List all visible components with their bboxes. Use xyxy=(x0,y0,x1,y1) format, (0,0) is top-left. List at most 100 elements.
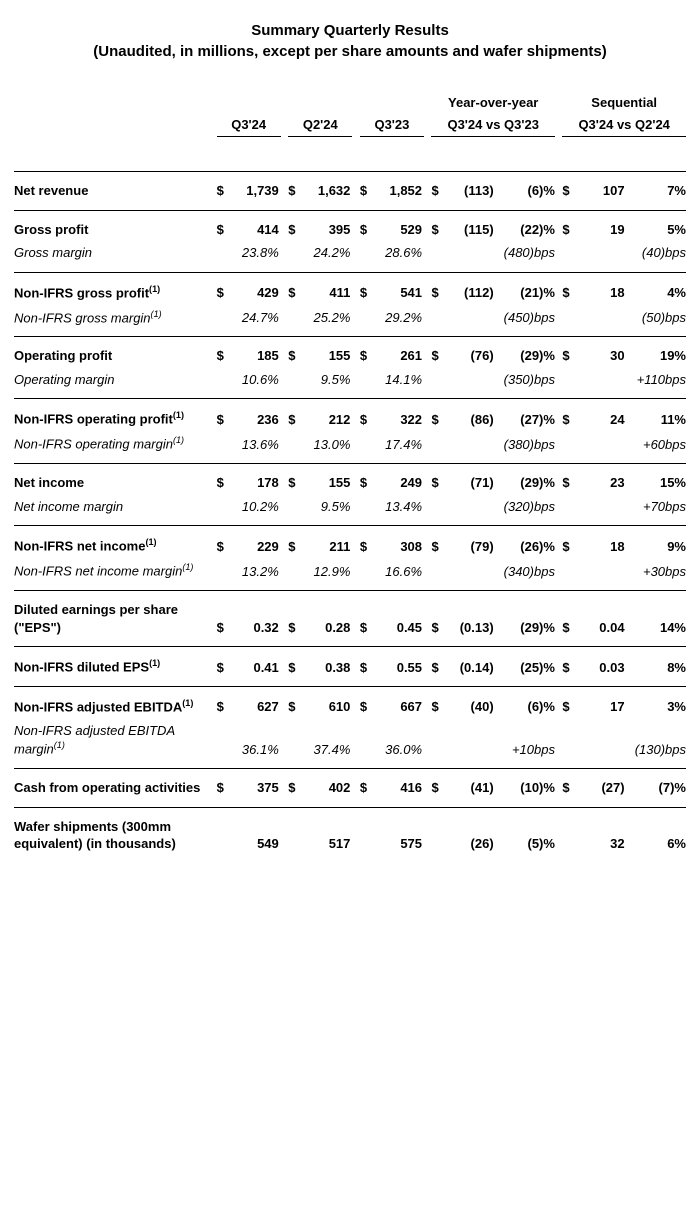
pct-cell: (5)% xyxy=(496,807,555,863)
currency-symbol xyxy=(562,719,574,769)
value-cell: 261 xyxy=(372,337,424,368)
currency-symbol: $ xyxy=(431,526,443,558)
row-label: Net income xyxy=(14,464,217,495)
value-cell: 14.1% xyxy=(372,368,424,399)
hdr-yoy-top: Year-over-year xyxy=(431,92,555,114)
value-cell: 24 xyxy=(575,399,627,431)
row-label: Non-IFRS net income margin(1) xyxy=(14,558,217,590)
table-row: Non-IFRS net income(1)$229$211$308$(79)(… xyxy=(14,526,686,558)
row-label: Operating margin xyxy=(14,368,217,399)
value-cell: 416 xyxy=(372,769,424,808)
value-cell: 541 xyxy=(372,272,424,304)
currency-symbol xyxy=(217,807,229,863)
currency-symbol: $ xyxy=(288,464,300,495)
value-cell: 13.4% xyxy=(372,495,424,526)
pct-cell: 19% xyxy=(627,337,686,368)
currency-symbol: $ xyxy=(288,399,300,431)
value-cell: (79) xyxy=(444,526,496,558)
value-cell: 0.32 xyxy=(229,591,281,647)
value-cell: 13.6% xyxy=(229,431,281,463)
table-row-sub: Non-IFRS net income margin(1)13.2%12.9%1… xyxy=(14,558,686,590)
currency-symbol xyxy=(562,305,574,337)
pct-cell: 9% xyxy=(627,526,686,558)
value-cell: 36.0% xyxy=(372,719,424,769)
value-cell: 429 xyxy=(229,272,281,304)
pct-cell: (450)bps xyxy=(496,305,555,337)
currency-symbol: $ xyxy=(562,769,574,808)
currency-symbol xyxy=(431,558,443,590)
currency-symbol xyxy=(562,807,574,863)
pct-cell: (320)bps xyxy=(496,495,555,526)
currency-symbol xyxy=(217,719,229,769)
pct-cell: (25)% xyxy=(496,647,555,687)
row-label: Net revenue xyxy=(14,172,217,211)
value-cell: 667 xyxy=(372,687,424,719)
currency-symbol: $ xyxy=(431,591,443,647)
pct-cell: 15% xyxy=(627,464,686,495)
table-row-sub: Gross margin23.8%24.2%28.6%(480)bps(40)b… xyxy=(14,241,686,272)
pct-cell: (22)% xyxy=(496,210,555,241)
value-cell: 1,852 xyxy=(372,172,424,211)
row-label: Non-IFRS diluted EPS(1) xyxy=(14,647,217,687)
pct-cell: (480)bps xyxy=(496,241,555,272)
value-cell: 395 xyxy=(301,210,353,241)
pct-cell: 3% xyxy=(627,687,686,719)
table-row: Diluted earnings per share ("EPS")$0.32$… xyxy=(14,591,686,647)
row-label: Net income margin xyxy=(14,495,217,526)
currency-symbol xyxy=(217,241,229,272)
currency-symbol xyxy=(431,719,443,769)
pct-cell: +70bps xyxy=(627,495,686,526)
value-cell: 1,739 xyxy=(229,172,281,211)
pct-cell: (340)bps xyxy=(496,558,555,590)
value-cell: 249 xyxy=(372,464,424,495)
currency-symbol: $ xyxy=(562,272,574,304)
row-label: Cash from operating activities xyxy=(14,769,217,808)
pct-cell: (10)% xyxy=(496,769,555,808)
pct-cell: (380)bps xyxy=(496,431,555,463)
value-cell: 107 xyxy=(575,172,627,211)
value-cell: 12.9% xyxy=(301,558,353,590)
value-cell: 549 xyxy=(229,807,281,863)
pct-cell: 7% xyxy=(627,172,686,211)
value-cell: 16.6% xyxy=(372,558,424,590)
value-cell: 178 xyxy=(229,464,281,495)
table-row: Non-IFRS gross profit(1)$429$411$541$(11… xyxy=(14,272,686,304)
value-cell: 0.03 xyxy=(575,647,627,687)
currency-symbol xyxy=(217,368,229,399)
currency-symbol xyxy=(360,241,372,272)
pct-cell: 5% xyxy=(627,210,686,241)
table-row: Non-IFRS diluted EPS(1)$0.41$0.38$0.55$(… xyxy=(14,647,686,687)
currency-symbol: $ xyxy=(431,769,443,808)
table-row: Non-IFRS adjusted EBITDA(1)$627$610$667$… xyxy=(14,687,686,719)
currency-symbol xyxy=(431,241,443,272)
hdr-seq-sub: Q3'24 vs Q2'24 xyxy=(562,114,686,137)
currency-symbol: $ xyxy=(217,337,229,368)
currency-symbol xyxy=(562,558,574,590)
value-cell: 575 xyxy=(372,807,424,863)
currency-symbol: $ xyxy=(360,210,372,241)
value-cell: 13.0% xyxy=(301,431,353,463)
value-cell: 411 xyxy=(301,272,353,304)
value-cell: 32 xyxy=(575,807,627,863)
currency-symbol: $ xyxy=(288,172,300,211)
value-cell: 375 xyxy=(229,769,281,808)
currency-symbol: $ xyxy=(360,526,372,558)
currency-symbol: $ xyxy=(431,210,443,241)
currency-symbol: $ xyxy=(360,464,372,495)
currency-symbol: $ xyxy=(431,687,443,719)
currency-symbol: $ xyxy=(288,272,300,304)
value-cell: (0.13) xyxy=(444,591,496,647)
currency-symbol: $ xyxy=(217,526,229,558)
value-cell: (113) xyxy=(444,172,496,211)
value-cell: 18 xyxy=(575,526,627,558)
currency-symbol: $ xyxy=(562,687,574,719)
currency-symbol: $ xyxy=(431,272,443,304)
table-row-sub: Non-IFRS adjusted EBITDA margin(1)36.1%3… xyxy=(14,719,686,769)
pct-cell: (50)bps xyxy=(627,305,686,337)
row-label: Non-IFRS operating profit(1) xyxy=(14,399,217,431)
table-row: Gross profit$414$395$529$(115)(22)%$195% xyxy=(14,210,686,241)
value-cell: (27) xyxy=(575,769,627,808)
row-label: Non-IFRS adjusted EBITDA margin(1) xyxy=(14,719,217,769)
value-cell: 9.5% xyxy=(301,495,353,526)
pct-cell: (6)% xyxy=(496,687,555,719)
